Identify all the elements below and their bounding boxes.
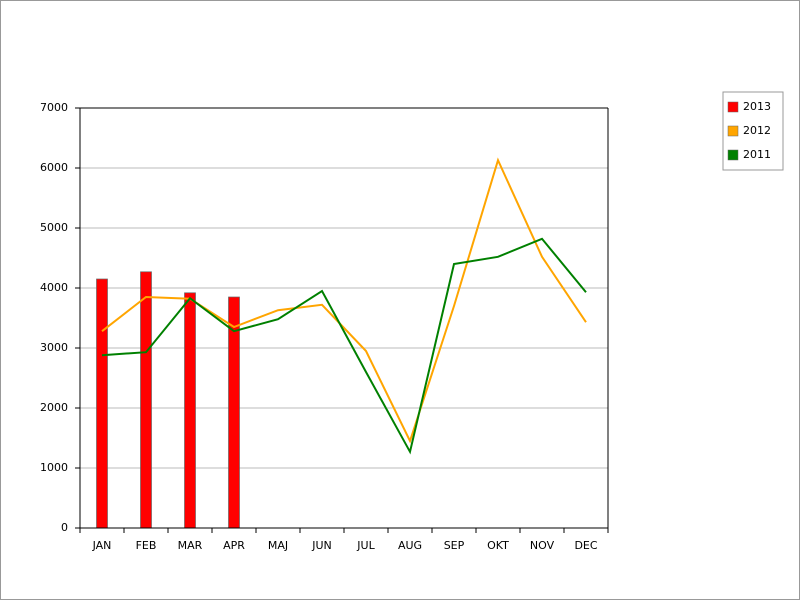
x-tick-label: MAJ [268, 539, 288, 552]
y-tick-label: 4000 [40, 281, 68, 294]
x-tick-label: FEB [136, 539, 157, 552]
y-tick-label: 0 [61, 521, 68, 534]
x-tick-label: NOV [530, 539, 555, 552]
legend-swatch [727, 149, 739, 161]
legend-swatch [727, 125, 739, 137]
legend-swatch [727, 101, 739, 113]
x-tick-label: OKT [487, 539, 509, 552]
plot-area [80, 108, 608, 528]
legend-label: 2012 [743, 124, 771, 137]
x-tick-label: JAN [92, 539, 112, 552]
x-tick-label: JUL [356, 539, 375, 552]
y-tick-label: 2000 [40, 401, 68, 414]
line [101, 157, 587, 444]
bar [140, 271, 152, 529]
x-tick-label: AUG [398, 539, 422, 552]
bar [184, 292, 196, 529]
x-tick-label: DEC [574, 539, 597, 552]
legend-label: 2013 [743, 100, 771, 113]
y-tick-label: 6000 [40, 161, 68, 174]
x-tick-label: MAR [178, 539, 203, 552]
x-tick-label: JUN [311, 539, 332, 552]
bar [96, 278, 108, 529]
line [101, 237, 587, 455]
x-tick-label: SEP [444, 539, 465, 552]
x-tick-label: APR [223, 539, 245, 552]
y-tick-label: 5000 [40, 221, 68, 234]
y-tick-label: 3000 [40, 341, 68, 354]
legend-label: 2011 [743, 148, 771, 161]
y-tick-label: 1000 [40, 461, 68, 474]
y-tick-label: 7000 [40, 101, 68, 114]
